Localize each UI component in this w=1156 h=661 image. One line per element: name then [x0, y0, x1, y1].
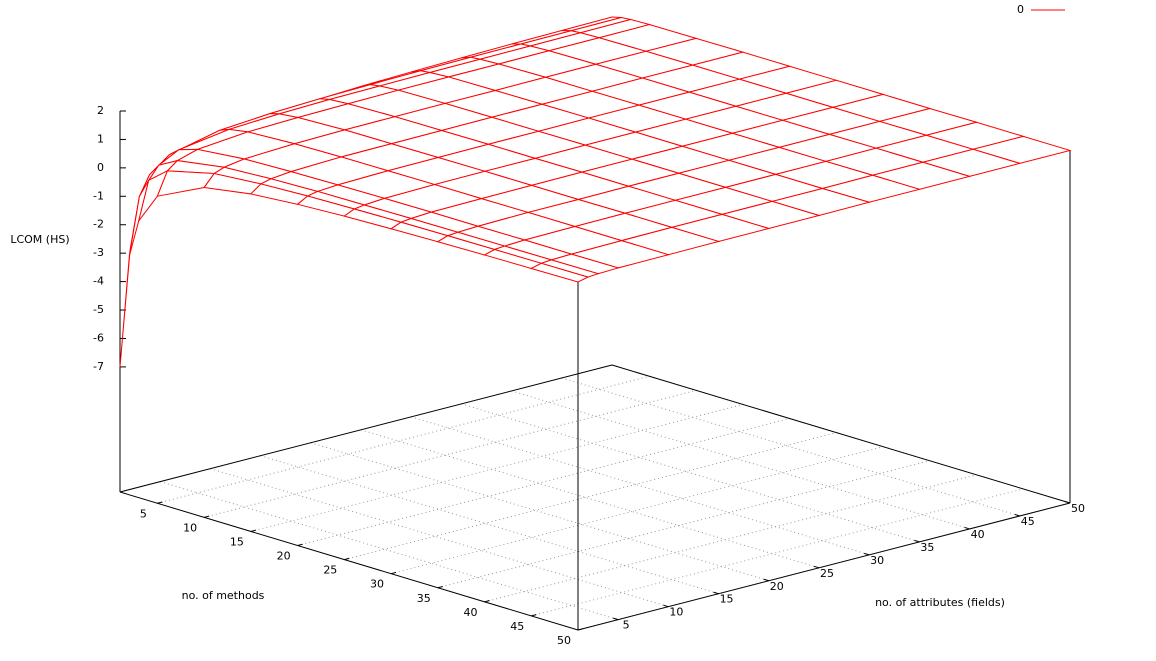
y-tick: [964, 526, 970, 530]
x-tick: [297, 543, 303, 546]
y-tick: [914, 539, 920, 543]
surface-patch: [529, 262, 590, 283]
x-tick-label: 20: [277, 550, 291, 563]
x-tick: [390, 571, 397, 575]
grid-line: [531, 488, 1024, 617]
grid-line: [561, 377, 1020, 517]
y-tick: [864, 552, 870, 556]
y-tick-label: 25: [820, 567, 834, 580]
y-tick: [713, 591, 719, 595]
z-tick-label: -5: [93, 303, 104, 316]
z-tick-label: -6: [93, 331, 104, 344]
surface-patch: [156, 170, 216, 197]
z-tick-label: 2: [97, 104, 104, 117]
y-tick-label: 5: [623, 619, 630, 632]
grid-line: [360, 429, 820, 569]
x-tick: [484, 600, 490, 603]
x-tick: [531, 614, 537, 617]
z-tick-label: 1: [97, 132, 104, 145]
z-tick-label: -4: [93, 275, 104, 288]
x-axis-label: no. of methods: [182, 589, 265, 602]
y-tick: [1014, 513, 1020, 517]
z-tick-label: -1: [93, 189, 104, 202]
x-tick-label: 40: [464, 606, 478, 619]
grid-line: [203, 389, 697, 518]
grid-line: [250, 403, 743, 532]
grid-line: [344, 432, 837, 561]
grid-line: [484, 474, 977, 603]
y-tick-label: 35: [920, 541, 934, 554]
x-tick: [344, 557, 350, 561]
x-tick: [577, 628, 584, 631]
y-tick-label: 20: [770, 580, 784, 593]
y-tick: [1064, 501, 1071, 504]
grid-line: [297, 418, 790, 546]
x-tick-label: 50: [557, 634, 571, 647]
base-edge: [119, 364, 613, 493]
y-tick-label: 30: [870, 554, 884, 567]
grid-line: [511, 390, 970, 530]
z-tick-label: -2: [93, 218, 104, 231]
base-edge: [611, 364, 1071, 504]
y-tick-label: 15: [720, 593, 734, 606]
x-tick-label: 45: [510, 620, 524, 633]
y-tick: [763, 578, 769, 582]
z-tick-label: -3: [93, 246, 104, 259]
base-edge: [119, 491, 579, 631]
x-tick: [157, 501, 163, 504]
y-tick-label: 40: [971, 528, 985, 541]
grid-line: [437, 460, 930, 589]
grid-line: [157, 375, 650, 504]
legend-label: 0: [1017, 3, 1024, 16]
grid-line: [310, 442, 769, 582]
z-tick-label: -7: [93, 360, 104, 373]
y-tick: [813, 565, 820, 569]
grid-line: [210, 468, 669, 608]
x-tick-label: 10: [183, 521, 197, 534]
grid-line: [411, 416, 870, 556]
x-tick-label: 15: [230, 535, 244, 548]
base-edge: [577, 502, 1071, 631]
x-tick: [437, 585, 443, 589]
y-tick-label: 50: [1071, 502, 1085, 515]
y-tick-label: 45: [1021, 515, 1035, 528]
y-axis-label: no. of attributes (fields): [875, 596, 1005, 609]
x-tick: [250, 529, 256, 532]
x-tick-label: 5: [140, 507, 147, 520]
x-tick-label: 35: [417, 592, 431, 605]
grid-line: [390, 446, 884, 575]
x-tick: [203, 515, 210, 518]
x-tick-label: 30: [370, 578, 384, 591]
y-tick-label: 10: [669, 606, 683, 619]
grid-line: [461, 403, 920, 543]
z-tick-label: 0: [97, 161, 104, 174]
y-tick: [613, 617, 619, 621]
y-tick: [663, 604, 669, 608]
z-axis-label: LCOM (HS): [10, 233, 69, 246]
x-tick-label: 25: [323, 564, 337, 577]
